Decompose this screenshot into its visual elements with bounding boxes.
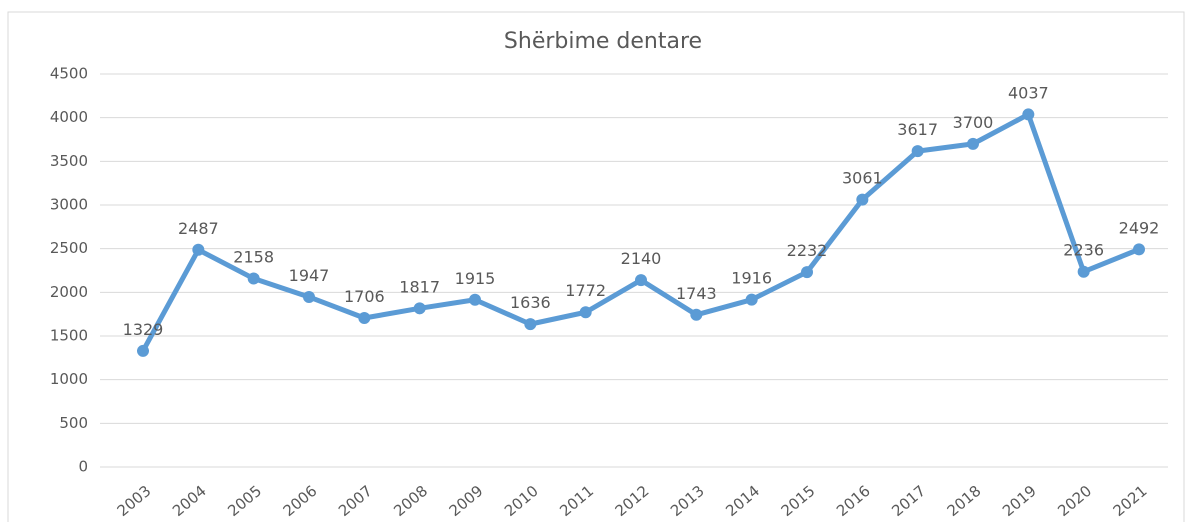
data-label: 3700 [953, 113, 994, 132]
point [967, 137, 979, 150]
data-label: 1636 [510, 293, 551, 312]
data-label: 1947 [289, 266, 330, 285]
data-label: 1743 [676, 284, 717, 303]
data-label: 3617 [897, 120, 938, 139]
data-label: 2236 [1063, 241, 1104, 260]
point [469, 293, 481, 306]
point [1077, 265, 1090, 278]
data-label: 2232 [787, 241, 828, 260]
point [635, 274, 647, 287]
data-label: 2158 [233, 248, 274, 267]
y-tick-label: 2500 [50, 239, 88, 257]
y-tick-label: 4500 [50, 65, 88, 83]
chart-title: Shërbime dentare [504, 29, 702, 54]
point [801, 266, 813, 279]
point [911, 145, 924, 158]
data-label: 1915 [455, 269, 496, 288]
y-tick-label: 3000 [50, 196, 88, 214]
y-tick-label: 2000 [50, 283, 88, 301]
data-label: 3061 [842, 169, 883, 188]
point [1022, 108, 1035, 121]
data-label: 2487 [178, 219, 219, 238]
point [856, 193, 869, 206]
point [247, 272, 260, 285]
y-tick-label: 1000 [50, 370, 88, 388]
y-tick-label: 0 [78, 458, 88, 476]
y-tick-label: 500 [59, 414, 88, 432]
data-label: 2492 [1119, 218, 1160, 237]
point [413, 302, 426, 315]
y-tick-label: 1500 [50, 327, 88, 345]
point [358, 312, 371, 325]
data-label: 1329 [123, 320, 164, 339]
point [303, 290, 315, 303]
y-tick-label: 3500 [50, 152, 88, 170]
data-label: 1772 [565, 281, 606, 300]
data-label: 2140 [621, 249, 662, 268]
point [137, 344, 149, 357]
data-label: 1817 [399, 277, 440, 296]
data-label: 1916 [731, 269, 772, 288]
point [745, 293, 758, 306]
data-label: 1706 [344, 287, 385, 306]
y-tick-label: 4000 [50, 108, 88, 126]
point [579, 306, 592, 319]
chart-frame [7, 11, 1185, 526]
data-label: 4037 [1008, 83, 1049, 102]
point [192, 243, 205, 256]
point [690, 308, 703, 321]
point [524, 318, 537, 331]
point [1133, 243, 1145, 256]
